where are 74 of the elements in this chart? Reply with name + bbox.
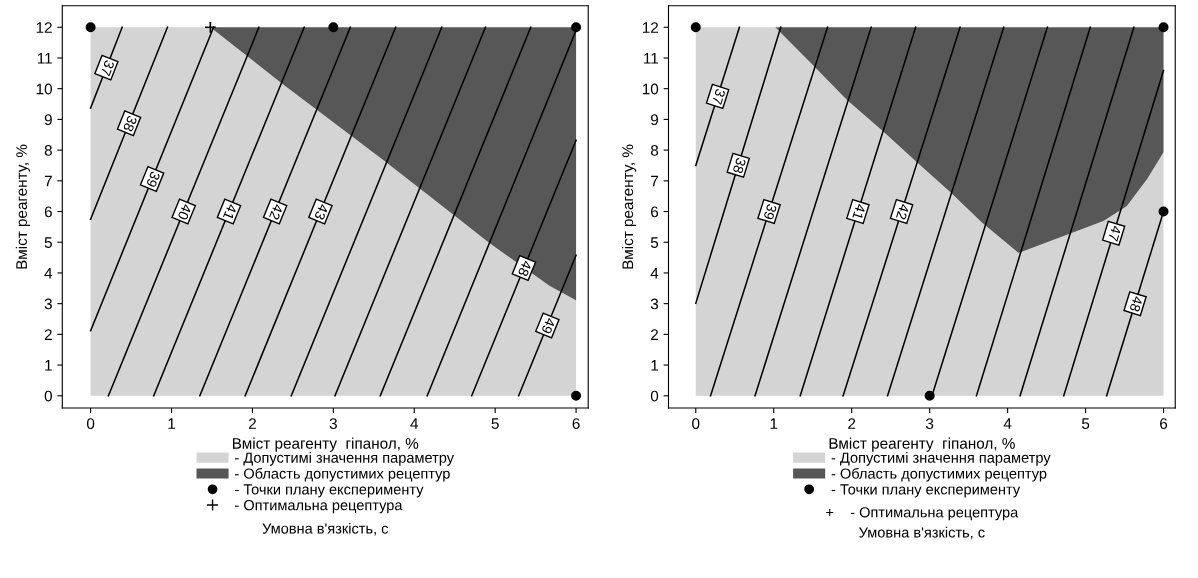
x-tick-label: 6 bbox=[572, 418, 580, 430]
y-tick-label: 7 bbox=[651, 175, 658, 187]
legend-label: 42 bbox=[896, 203, 910, 221]
y-tick-label: 2 bbox=[651, 329, 658, 340]
legend-label: 42 bbox=[269, 203, 284, 221]
x-tick-label: 1 bbox=[770, 418, 778, 429]
y-axis-title: Вміст реагенту, % bbox=[15, 144, 31, 269]
x-tick-label: 5 bbox=[1081, 418, 1090, 430]
legend-label: - Допустимі значення параметру bbox=[831, 452, 1051, 466]
x-tick-label: 3 bbox=[329, 418, 337, 430]
y-tick-label: 2 bbox=[44, 329, 52, 340]
x-tick-label: 0 bbox=[86, 418, 95, 430]
x-tick-label: 5 bbox=[491, 418, 499, 430]
y-tick-label: 5 bbox=[44, 237, 52, 248]
text: Умовна в'язкість, с bbox=[859, 526, 985, 540]
x-tick-label: 4 bbox=[410, 418, 419, 429]
x-tick-label: 2 bbox=[248, 418, 256, 429]
legend-label: - Область допустимих рецептур bbox=[235, 467, 450, 482]
text: 41 bbox=[852, 203, 866, 221]
x-tick-label: 0 bbox=[692, 418, 700, 430]
y-tick-label: 12 bbox=[642, 22, 658, 33]
x-axis-title: Вміст реагенту гіпанол, % bbox=[829, 437, 1015, 452]
y-tick-label: 10 bbox=[642, 83, 659, 95]
text: 39 bbox=[146, 170, 161, 188]
x-tick-label: 1 bbox=[168, 418, 176, 429]
y-tick-label: 0 bbox=[44, 390, 52, 402]
y-tick-label: 12 bbox=[36, 22, 52, 33]
text: 48 bbox=[1129, 295, 1144, 313]
y-tick-label: 11 bbox=[37, 53, 52, 64]
text: 47 bbox=[1108, 225, 1122, 242]
point bbox=[1158, 22, 1169, 33]
y-tick-label: 8 bbox=[650, 144, 659, 156]
point bbox=[690, 22, 701, 33]
text: 48 bbox=[517, 259, 533, 277]
y-tick-label: 1 bbox=[45, 360, 52, 371]
legend-label: - Оптимальна рецептура bbox=[235, 499, 403, 514]
y-tick-label: 3 bbox=[650, 298, 659, 310]
y-tick-label: 6 bbox=[651, 206, 659, 218]
y-tick-label: 9 bbox=[650, 114, 659, 126]
text: 49 bbox=[541, 317, 556, 335]
text: 40 bbox=[177, 203, 193, 221]
y-tick-label: 4 bbox=[650, 267, 659, 279]
legend-label: 43 bbox=[314, 203, 329, 221]
legend-label: - Точки плану експерименту bbox=[235, 484, 424, 498]
text: 37 bbox=[100, 59, 115, 77]
y-tick-label: 5 bbox=[650, 237, 659, 248]
text: 38 bbox=[122, 115, 138, 133]
legend-label: 41 bbox=[222, 203, 238, 221]
legend-label: - Область допустимих рецептур bbox=[831, 467, 1047, 482]
y-axis-title: Вміст реагенту, % bbox=[621, 144, 637, 269]
x-axis-title: Вміст реагенту гіпанол, % bbox=[232, 437, 419, 452]
point bbox=[924, 390, 935, 401]
y-tick-label: 3 bbox=[44, 298, 52, 310]
y-tick-label: 1 bbox=[651, 360, 659, 371]
y-tick-label: 8 bbox=[44, 144, 52, 156]
y-tick-label: 6 bbox=[44, 206, 52, 218]
text: + - Оптимальна рецептура bbox=[826, 507, 1019, 521]
text: Умовна в'язкість, с bbox=[262, 522, 389, 536]
legend-label: - Точки плану експерименту bbox=[831, 484, 1021, 498]
y-tick-label: 7 bbox=[44, 175, 52, 187]
y-tick-label: 11 bbox=[644, 53, 659, 64]
y-tick-label: 10 bbox=[36, 83, 52, 95]
legend-label: - Допустимі значення параметру bbox=[235, 452, 454, 466]
y-tick-label: 4 bbox=[44, 267, 53, 279]
x-tick-label: 4 bbox=[1003, 418, 1012, 429]
x-tick-label: 6 bbox=[1160, 418, 1168, 430]
text: 39 bbox=[763, 203, 778, 221]
y-tick-label: 0 bbox=[650, 390, 659, 402]
point bbox=[1158, 206, 1169, 217]
text: 37 bbox=[711, 88, 726, 105]
text: 38 bbox=[732, 157, 747, 174]
y-tick-label: 9 bbox=[44, 114, 52, 126]
x-tick-label: 3 bbox=[925, 418, 934, 430]
x-tick-label: 2 bbox=[848, 418, 856, 429]
